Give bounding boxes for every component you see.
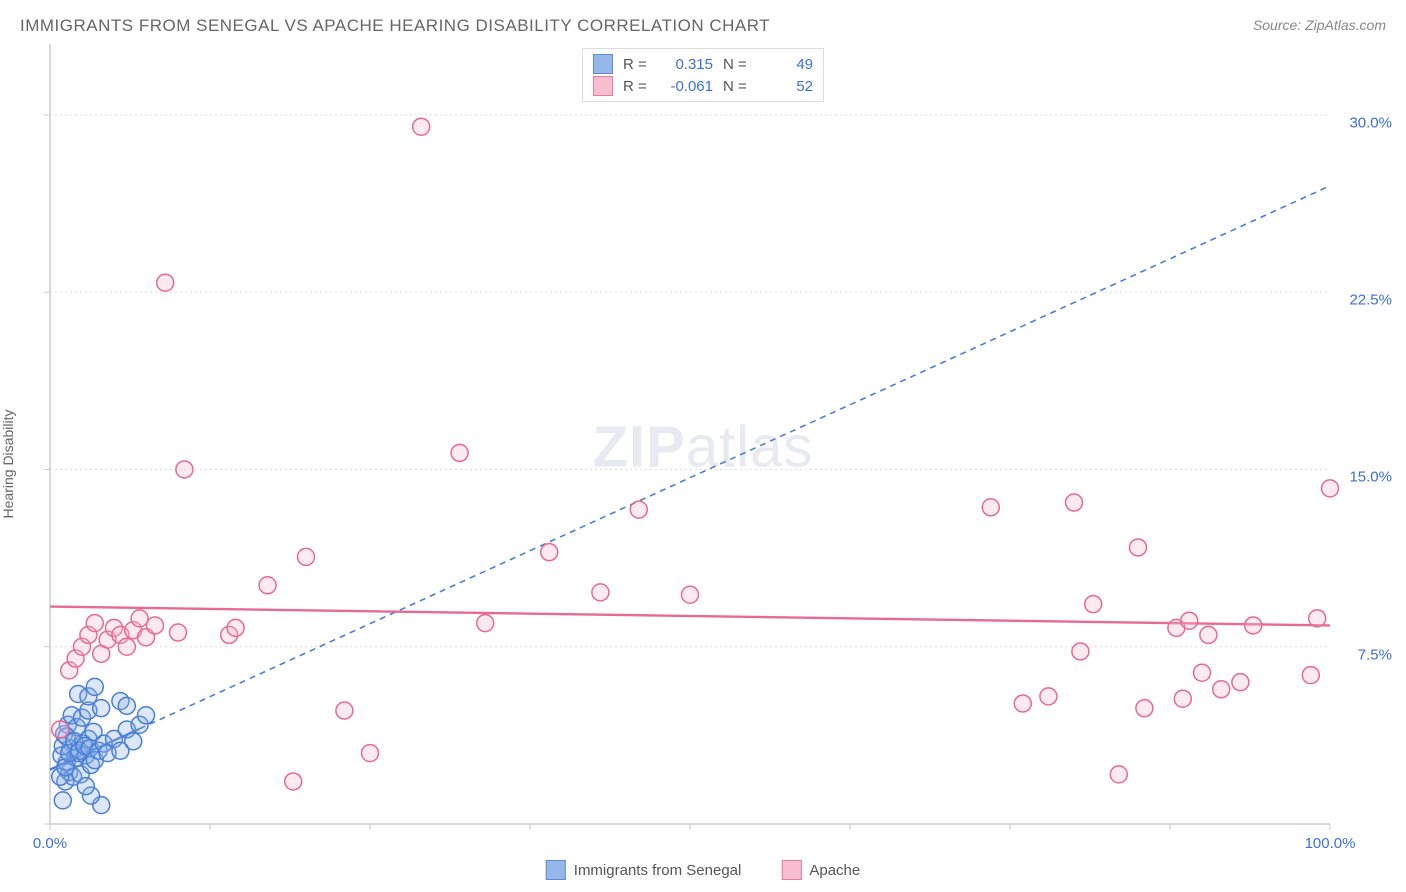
r-label: R =	[623, 78, 651, 95]
scatter-plot	[0, 44, 1406, 864]
swatch-series-1	[546, 860, 566, 880]
series-1-name: Immigrants from Senegal	[574, 862, 742, 879]
source-name: ZipAtlas.com	[1305, 17, 1386, 33]
stats-row-series-2: R = -0.061 N = 52	[593, 75, 813, 97]
r-value-1: 0.315	[661, 56, 713, 73]
n-value-2: 52	[761, 78, 813, 95]
swatch-series-2	[593, 76, 613, 96]
source-attribution: Source: ZipAtlas.com	[1253, 17, 1386, 35]
x-tick-label: 100.0%	[1305, 835, 1356, 852]
stats-legend: R = 0.315 N = 49 R = -0.061 N = 52	[582, 48, 824, 102]
chart-title: IMMIGRANTS FROM SENEGAL VS APACHE HEARIN…	[20, 16, 770, 36]
y-tick-label: 15.0%	[1349, 469, 1392, 486]
y-axis-label: Hearing Disability	[0, 410, 16, 519]
legend-item-1: Immigrants from Senegal	[546, 860, 742, 880]
swatch-series-2	[781, 860, 801, 880]
n-label: N =	[723, 56, 751, 73]
r-value-2: -0.061	[661, 78, 713, 95]
source-prefix: Source:	[1253, 17, 1305, 33]
y-tick-label: 30.0%	[1349, 114, 1392, 131]
series-legend: Immigrants from Senegal Apache	[546, 860, 860, 880]
r-label: R =	[623, 56, 651, 73]
swatch-series-1	[593, 54, 613, 74]
series-2-name: Apache	[809, 862, 860, 879]
chart-container: Hearing Disability ZIPatlas R = 0.315 N …	[0, 44, 1406, 884]
legend-item-2: Apache	[781, 860, 860, 880]
n-label: N =	[723, 78, 751, 95]
n-value-1: 49	[761, 56, 813, 73]
x-tick-label: 0.0%	[33, 835, 67, 852]
y-tick-label: 7.5%	[1358, 646, 1392, 663]
stats-row-series-1: R = 0.315 N = 49	[593, 53, 813, 75]
y-tick-label: 22.5%	[1349, 292, 1392, 309]
